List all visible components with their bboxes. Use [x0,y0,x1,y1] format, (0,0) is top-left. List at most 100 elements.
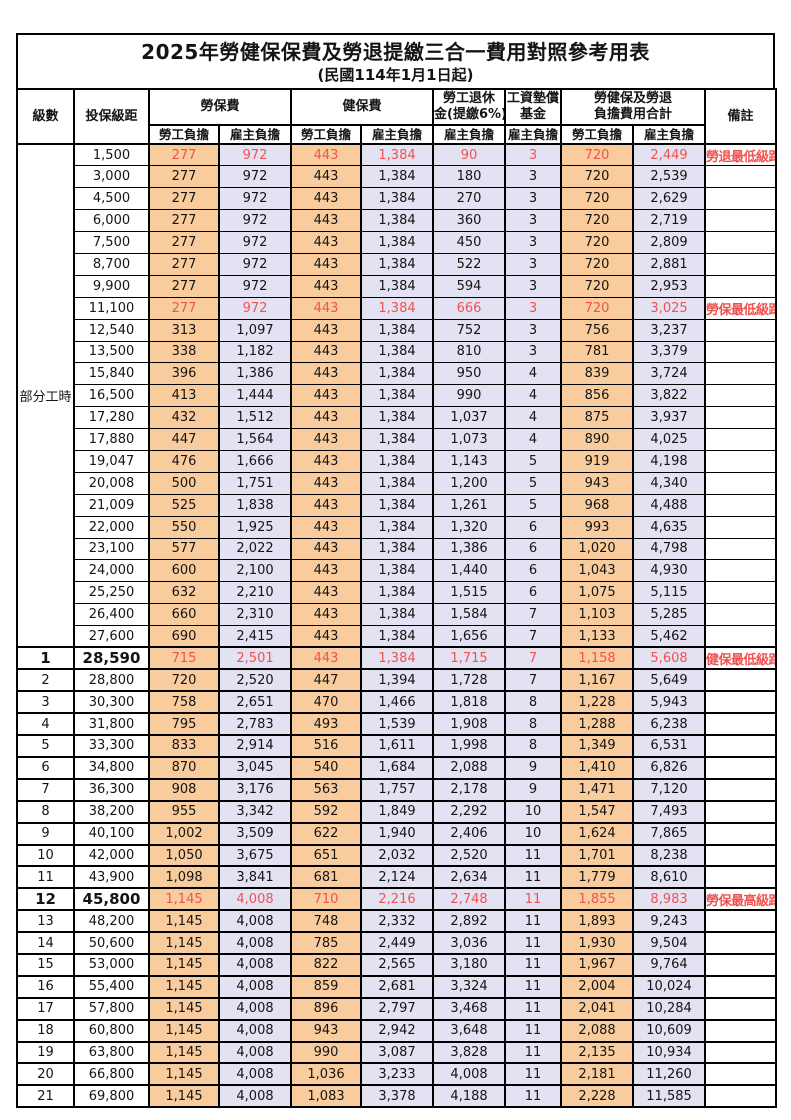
fee-cell: 785 [290,931,363,955]
fee-cell: 1,466 [360,690,435,715]
fee-cell: 2,783 [217,712,293,737]
fee-cell: 1,715 [432,646,507,671]
table-body: 部分工時 1,500 277 972 443 1,384 90 3 720 2,449 勞退最低級距… [16,143,778,1109]
fee-cell: 11 [504,974,563,999]
table-row: 22,000 550 1,925 443 1,384 1,320 6 993 4,635 [17,515,778,539]
header-pension-line1: 勞工退休 [443,91,496,107]
subheader-pension-employer: 雇主負擔 [432,124,507,145]
fee-cell: 443 [290,646,363,671]
fee-cell: 720 [560,252,635,276]
table-row: 27,600 690 2,415 443 1,384 1,656 7 1,133 5,462 [17,625,778,648]
fee-cell: 5,608 [632,646,707,671]
fee-cell: 2,216 [360,887,435,912]
table-row: 6,000 277 972 443 1,384 360 3 720 2,719 [17,209,778,233]
fee-cell: 3,233 [360,1062,435,1087]
header-pension: 勞工退休 金(提繳6%) [432,88,507,126]
fee-cell: 1,855 [560,887,635,912]
table-row: 12 45,800 1,145 4,008 710 2,216 2,748 11 1,855 8,… [16,887,778,912]
fee-cell: 4 [504,428,563,451]
fee-cell: 752 [432,318,507,342]
fee-cell: 1,611 [360,734,435,758]
bracket-cell: 1,500 [73,143,150,167]
level-cell: 4 [16,712,75,737]
table-row: 16,500 413 1,444 443 1,384 990 4 856 3,822 [17,384,778,408]
fee-cell: 3 [504,318,563,342]
title-box: 2025年勞健保保費及勞退提繳三合一費用對照參考用表 (民國114年1月1日起) [16,33,775,88]
note-cell [704,909,778,934]
note-cell: 健保最低級距 [704,646,778,671]
fee-cell: 1,320 [432,515,507,539]
fee-cell: 277 [148,296,220,320]
fee-cell: 3,180 [432,952,507,977]
fee-cell: 1,684 [360,755,435,780]
fee-cell: 2,181 [560,1062,635,1087]
note-cell [704,384,778,408]
table-row: 部分工時 1,500 277 972 443 1,384 90 3 720 2,449 勞退最低級距 [16,143,778,648]
bracket-cell: 63,800 [73,1040,150,1065]
bracket-cell: 13,500 [73,340,150,364]
fee-cell: 4,340 [632,471,707,495]
table-row: 20 66,800 1,145 4,008 1,036 3,233 4,008 11 2,181… [16,1062,778,1087]
fee-cell: 11 [504,887,563,912]
fee-cell: 443 [290,493,363,517]
bracket-cell: 40,100 [73,821,150,846]
table-row: 2 28,800 720 2,520 447 1,394 1,728 7 1,167 5,649 [16,668,778,693]
fee-cell: 943 [560,471,635,495]
fee-cell: 1,849 [360,799,435,824]
fee-cell: 859 [290,974,363,999]
table-row: 18 60,800 1,145 4,008 943 2,942 3,648 11 2,088 10… [16,1018,778,1043]
table-row: 6 34,800 870 3,045 540 1,684 2,088 9 1,410 6,826 [16,755,778,780]
fee-cell: 2,634 [432,865,507,890]
fee-cell: 3,675 [217,843,293,868]
fee-cell: 10,284 [632,996,707,1021]
fee-cell: 2,892 [432,909,507,934]
bracket-cell: 30,300 [73,690,150,715]
note-cell [704,777,778,802]
bracket-cell: 33,300 [73,734,150,758]
fee-cell: 896 [290,996,363,1021]
fee-cell: 972 [217,187,293,211]
fee-cell: 600 [148,559,220,583]
fee-cell: 720 [560,209,635,233]
fee-cell: 443 [290,362,363,386]
fee-cell: 6 [504,581,563,605]
bracket-cell: 4,500 [73,187,150,211]
fee-cell: 6,826 [632,755,707,780]
fee-cell: 1,073 [432,428,507,451]
part-time-level-cell: 部分工時 [16,143,75,648]
fee-cell: 2,629 [632,187,707,211]
note-cell [704,799,778,824]
fee-cell: 720 [560,165,635,189]
fee-cell: 2,539 [632,165,707,189]
fee-cell: 856 [560,384,635,408]
fee-cell: 1,349 [560,734,635,758]
level-cell: 12 [16,887,75,912]
fee-cell: 493 [290,712,363,737]
fee-cell: 2,210 [217,581,293,605]
fee-cell: 443 [290,428,363,451]
fee-cell: 10 [504,821,563,846]
fee-cell: 4,488 [632,493,707,517]
fee-cell: 2,041 [560,996,635,1021]
fee-cell: 2,415 [217,625,293,648]
bracket-cell: 28,590 [73,646,150,671]
fee-cell: 4,025 [632,428,707,451]
fee-cell: 1,288 [560,712,635,737]
fee-cell: 6 [504,559,563,583]
fee-cell: 9 [504,777,563,802]
fee-cell: 972 [217,252,293,276]
fee-cell: 622 [290,821,363,846]
page-title: 2025年勞健保保費及勞退提繳三合一費用對照參考用表 [141,40,650,64]
fee-cell: 781 [560,340,635,364]
fee-cell: 277 [148,165,220,189]
fee-cell: 1,384 [360,493,435,517]
fee-cell: 563 [290,777,363,802]
fee-cell: 1,384 [360,646,435,671]
table-row: 10 42,000 1,050 3,675 651 2,032 2,520 11 1,701 8,… [16,843,778,868]
fee-cell: 516 [290,734,363,758]
fee-cell: 2,719 [632,209,707,233]
fee-cell: 1,002 [148,821,220,846]
bracket-cell: 21,009 [73,493,150,517]
fee-cell: 1,037 [432,406,507,430]
fee-cell: 4,198 [632,449,707,473]
